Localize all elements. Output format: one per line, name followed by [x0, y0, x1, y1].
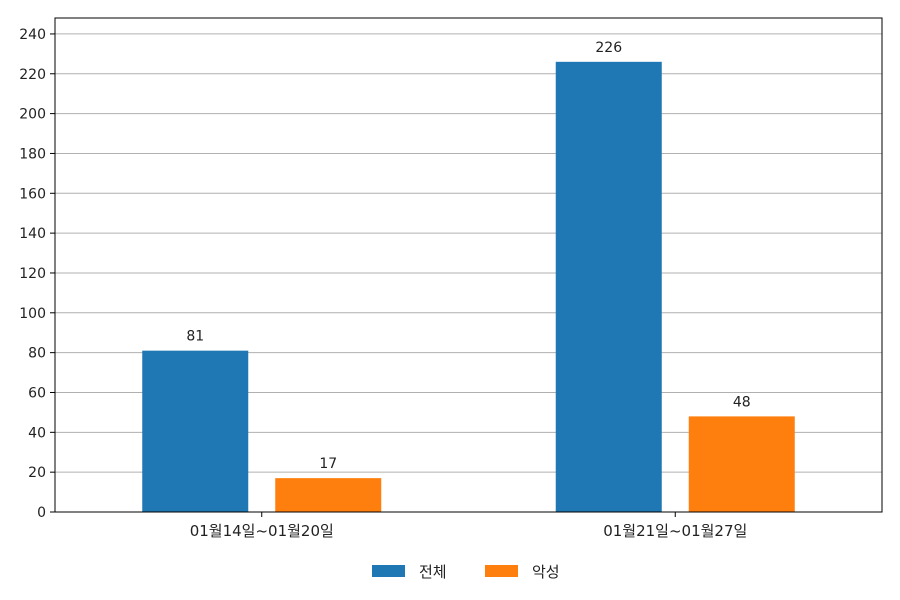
- y-axis: 0 20 40 60 80 100 120 140 160 180 200 220 240: [19, 27, 55, 521]
- data-label: 48: [733, 394, 751, 410]
- y-tick-label: 160: [19, 186, 46, 202]
- bar-malicious-1: [275, 478, 382, 512]
- data-label: 17: [319, 456, 337, 472]
- bar-malicious-2: [688, 416, 795, 512]
- y-tick-label: 60: [28, 385, 46, 401]
- y-tick-label: 100: [19, 306, 46, 322]
- y-tick-label: 220: [19, 67, 46, 83]
- legend: 전체 악성: [372, 563, 560, 581]
- y-tick-label: 200: [19, 107, 46, 123]
- x-tick-label: 01월14일~01월20일: [190, 522, 334, 540]
- bar-total-2: [555, 61, 662, 513]
- y-tick-label: 20: [28, 465, 46, 481]
- plot-frame: [54, 17, 883, 513]
- x-tick-label: 01월21일~01월27일: [603, 522, 747, 540]
- y-tick-label: 40: [28, 425, 46, 441]
- data-label: 81: [186, 329, 204, 345]
- bar-total-1: [142, 350, 249, 512]
- y-tick-label: 0: [37, 505, 46, 521]
- legend-label: 전체: [419, 563, 447, 581]
- data-labels: 81 17 226 48: [186, 40, 750, 472]
- data-label: 226: [595, 40, 622, 56]
- legend-swatch: [485, 565, 518, 577]
- y-tick-label: 80: [28, 346, 46, 362]
- legend-swatch: [372, 565, 405, 577]
- y-tick-label: 120: [19, 266, 46, 282]
- x-axis: 01월14일~01월20일 01월21일~01월27일: [190, 512, 747, 540]
- y-tick-label: 180: [19, 146, 46, 162]
- legend-label: 악성: [532, 563, 560, 581]
- y-tick-label: 240: [19, 27, 46, 43]
- y-tick-label: 140: [19, 226, 46, 242]
- bars: [142, 61, 795, 513]
